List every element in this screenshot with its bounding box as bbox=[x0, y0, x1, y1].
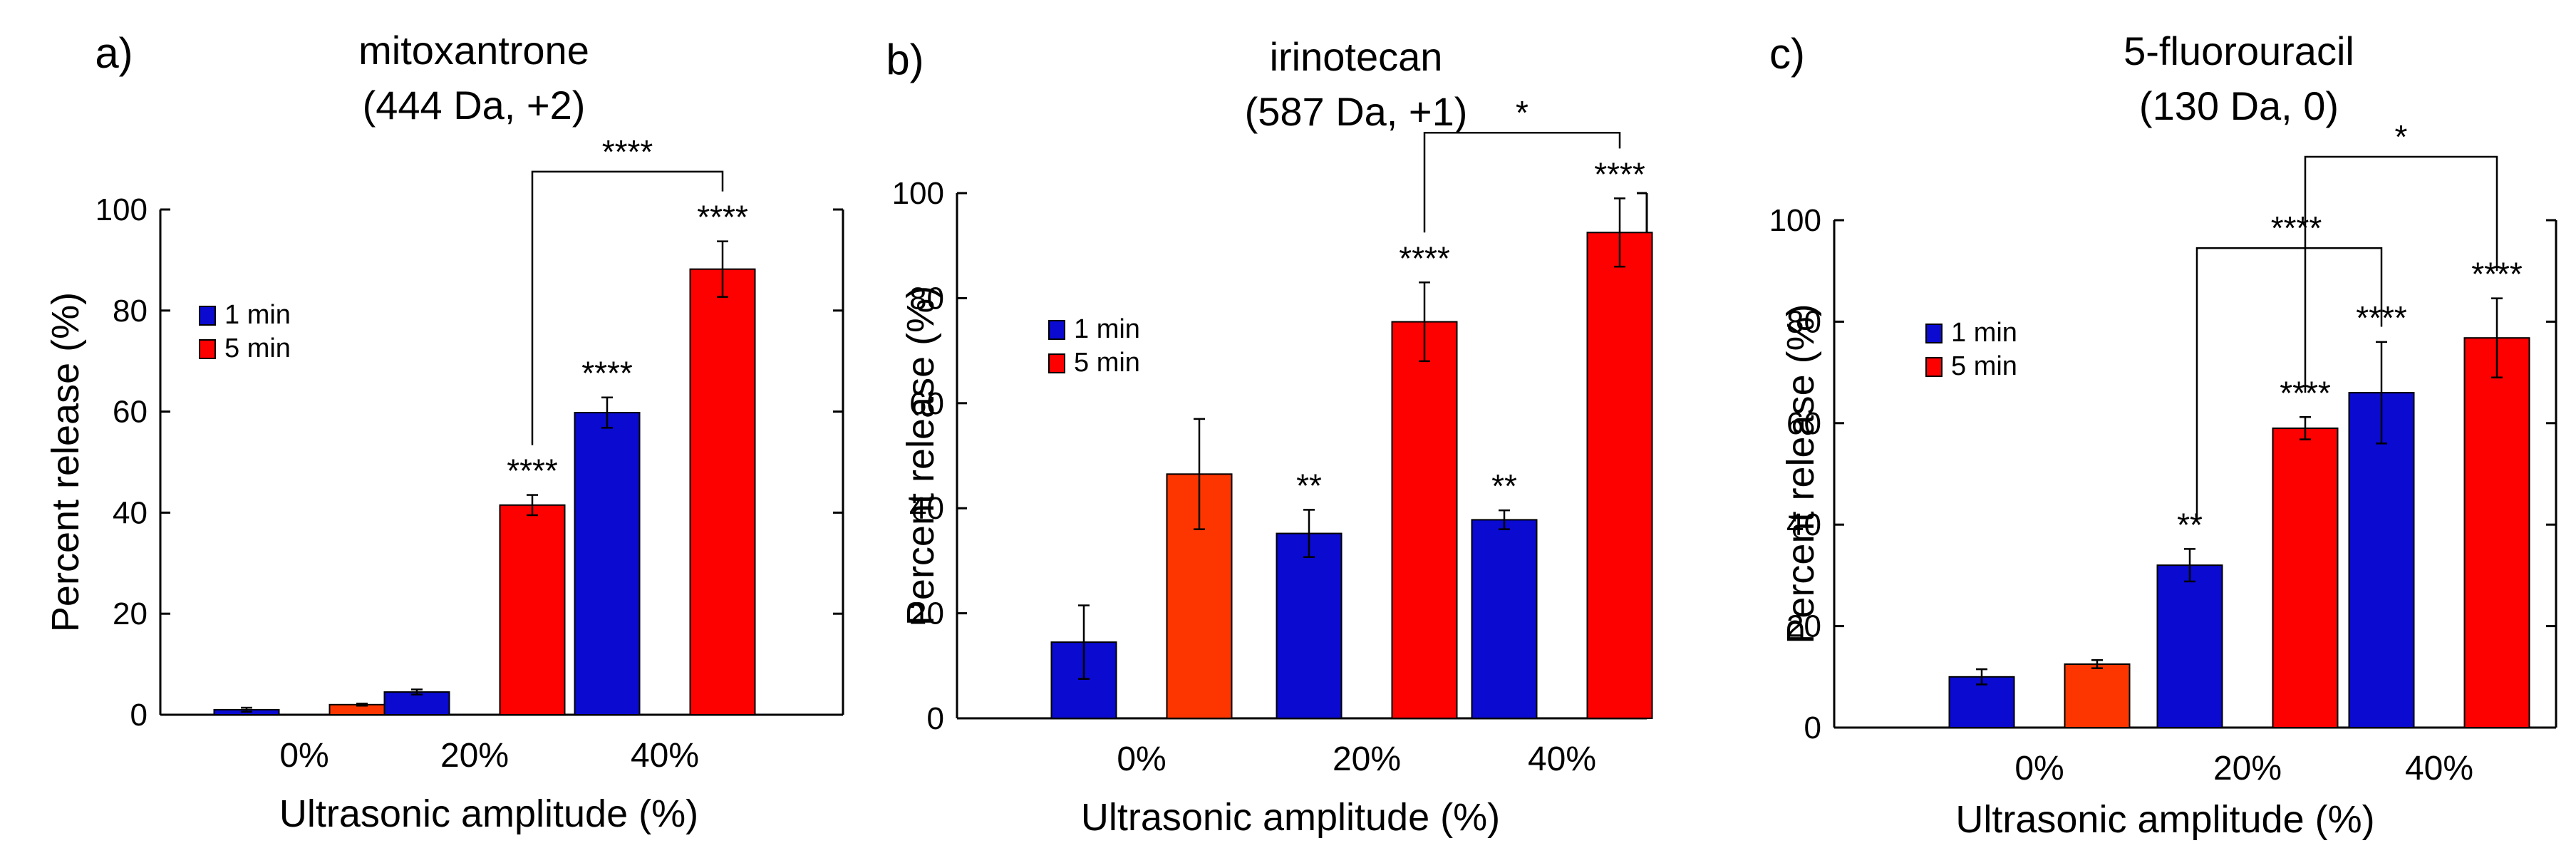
bar-1min-20pct bbox=[2156, 564, 2223, 728]
chart-title: 5-fluorouracil bbox=[2124, 29, 2354, 73]
legend-label: 1 min bbox=[224, 300, 291, 330]
chart-title: mitoxantrone bbox=[358, 28, 589, 73]
bar-5min-20pct bbox=[2272, 427, 2339, 728]
y-tick-label: 60 bbox=[1786, 406, 1821, 441]
x-tick-label: 40% bbox=[1528, 740, 1596, 778]
legend-swatch bbox=[199, 306, 216, 326]
y-tick-label: 0 bbox=[927, 701, 944, 736]
chart-subtitle: (444 Da, +2) bbox=[363, 83, 586, 128]
y-tick-label: 40 bbox=[1786, 507, 1821, 542]
chart-title: irinotecan bbox=[1270, 34, 1443, 79]
legend-label: 1 min bbox=[1951, 318, 2017, 348]
y-tick-label: 20 bbox=[1786, 609, 1821, 644]
legend-label: 1 min bbox=[1074, 314, 1140, 344]
significance-label: **** bbox=[1399, 239, 1450, 276]
y-tick-label: 80 bbox=[113, 294, 148, 329]
x-tick-label: 0% bbox=[1117, 740, 1166, 778]
significance-label: **** bbox=[1594, 155, 1645, 192]
bar-5min-40pct bbox=[689, 268, 756, 715]
y-tick-label: 100 bbox=[1769, 203, 1821, 238]
bar-5min-40pct bbox=[2463, 337, 2530, 728]
y-tick-label: 20 bbox=[113, 596, 148, 631]
x-tick-label: 0% bbox=[2014, 750, 2064, 787]
significance-label: ** bbox=[2177, 506, 2203, 543]
legend-swatch bbox=[1925, 357, 1943, 377]
y-axis-label: Percent release (%) bbox=[1779, 304, 1822, 643]
legend-swatch bbox=[1925, 324, 1943, 343]
legend-label: 5 min bbox=[1074, 348, 1140, 378]
bar-5min-20pct bbox=[1391, 321, 1458, 719]
legend-swatch bbox=[1048, 320, 1065, 340]
significance-bracket bbox=[1423, 131, 1621, 233]
y-tick-label: 20 bbox=[909, 596, 944, 631]
legend-label: 5 min bbox=[1951, 351, 2017, 381]
y-tick-label: 40 bbox=[113, 495, 148, 530]
x-tick-label: 40% bbox=[2405, 750, 2473, 787]
y-tick-label: 60 bbox=[909, 386, 944, 421]
bar-1min-20pct bbox=[1276, 532, 1343, 719]
significance-bracket bbox=[2195, 247, 2383, 522]
significance-label: **** bbox=[507, 453, 558, 490]
chart-subtitle: (130 Da, 0) bbox=[2139, 83, 2339, 128]
x-axis-label: Ultrasonic amplitude (%) bbox=[279, 792, 698, 835]
y-tick-label: 80 bbox=[909, 281, 944, 316]
bracket-label: * bbox=[1516, 94, 1528, 131]
y-axis-label: Percent release (%) bbox=[44, 292, 87, 632]
x-tick-label: 20% bbox=[1333, 740, 1401, 778]
legend-label: 5 min bbox=[224, 333, 291, 363]
legend-swatch bbox=[1048, 353, 1065, 373]
bar-5min-20pct bbox=[499, 504, 566, 715]
x-tick-label: 20% bbox=[2213, 750, 2282, 787]
y-tick-label: 100 bbox=[892, 176, 944, 211]
chart-panel-2: b) irinotecan (587 Da, +1) 0 20 40 60 80 100 Perc… bbox=[886, 34, 1653, 839]
chart-subtitle: (587 Da, +1) bbox=[1245, 89, 1468, 134]
x-tick-label: 0% bbox=[279, 737, 329, 775]
chart-panel-3: c) 5-fluorouracil (130 Da, 0) 0 20 40 60 80 100 P… bbox=[1769, 29, 2557, 841]
y-tick-label: 60 bbox=[113, 395, 148, 430]
x-axis-label: Ultrasonic amplitude (%) bbox=[1955, 798, 2374, 841]
chart-panel-1: a) mitoxantrone (444 Da, +2) 0 20 40 60 80 100 Pe… bbox=[44, 28, 844, 835]
bracket-label: **** bbox=[602, 133, 653, 170]
bar-1min-40pct bbox=[2348, 392, 2415, 729]
bar-5min-40pct bbox=[1586, 232, 1653, 719]
legend: 1 min 5 min bbox=[1048, 314, 1140, 378]
significance-bracket bbox=[531, 170, 724, 445]
y-tick-label: 100 bbox=[95, 192, 148, 227]
panel-label: c) bbox=[1769, 30, 1805, 78]
bracket-label: **** bbox=[2271, 210, 2322, 247]
panel-label: a) bbox=[95, 29, 133, 77]
bar-1min-40pct bbox=[574, 412, 641, 715]
x-axis-label: Ultrasonic amplitude (%) bbox=[1081, 796, 1500, 839]
y-tick-label: 0 bbox=[1804, 710, 1821, 745]
significance-label: ** bbox=[1491, 467, 1517, 505]
x-tick-label: 40% bbox=[631, 737, 699, 775]
y-tick-label: 80 bbox=[1786, 304, 1821, 339]
bar-1min-40pct bbox=[1471, 519, 1538, 719]
bracket-label: * bbox=[2395, 118, 2408, 155]
x-tick-label: 20% bbox=[440, 737, 509, 775]
significance-label: **** bbox=[581, 355, 633, 392]
y-axis-label: Percent release (%) bbox=[899, 286, 942, 626]
panel-label: b) bbox=[886, 36, 924, 83]
significance-bracket bbox=[2304, 155, 2498, 393]
legend-swatch bbox=[199, 339, 216, 359]
y-tick-label: 40 bbox=[909, 491, 944, 526]
significance-label: **** bbox=[697, 199, 748, 236]
y-tick-label: 0 bbox=[130, 698, 148, 733]
significance-label: ** bbox=[1296, 467, 1322, 504]
bar-5min-0pct bbox=[2064, 663, 2131, 728]
